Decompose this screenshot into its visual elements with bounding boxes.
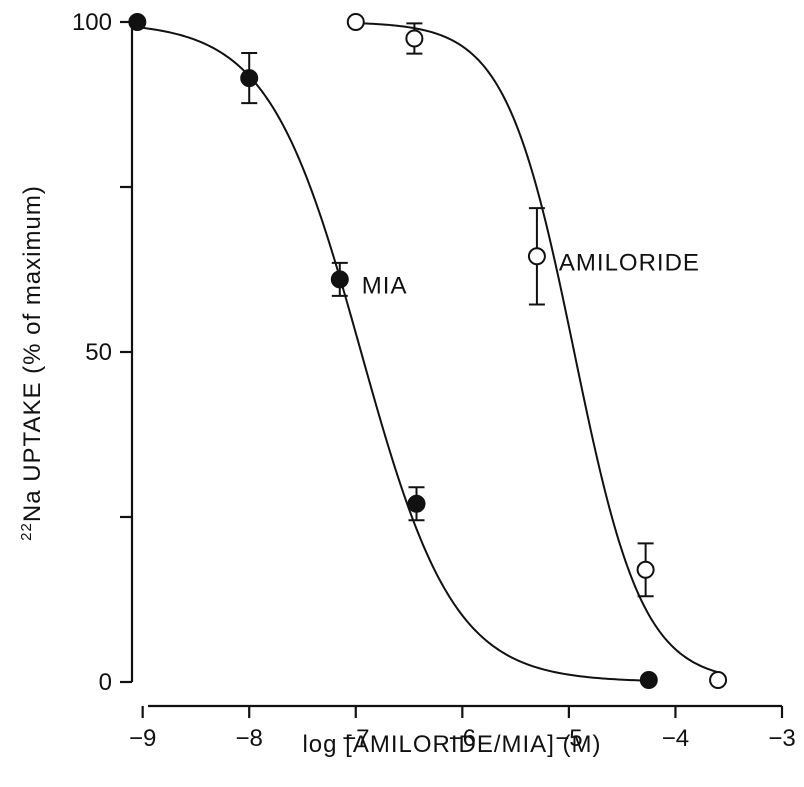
y-tick-label: 0 [99,669,112,696]
x-tick-label: −4 [662,725,689,752]
data-point-mia [128,13,147,31]
x-tick-label: −6 [449,725,476,752]
data-point-mia [407,494,426,513]
data-point-amiloride [636,560,655,579]
data-point-amiloride [709,671,728,690]
y-axis-title: 22Na UPTAKE (% of maximum) [18,185,46,541]
x-tick-label: −5 [555,725,582,752]
series-label-mia: MIA [362,272,408,299]
y-axis-title-main: Na UPTAKE (% of maximum) [19,185,46,522]
data-point-mia [330,270,349,289]
data-point-amiloride [405,29,424,48]
x-tick-label: −9 [129,725,156,752]
x-tick-label: −3 [768,725,795,752]
data-point-mia [240,69,259,88]
data-points [128,13,728,690]
y-tick-label: 100 [72,9,112,36]
fit-curves [137,22,719,682]
data-point-amiloride [527,247,546,266]
axes: 0 50 100 −9 −8 −7 −6 −5 −4 −3 [72,9,796,752]
fit-curve-mia [137,26,649,682]
y-axis-title-superscript: 22 [18,522,35,541]
series-labels: MIA AMILORIDE [362,249,700,299]
x-tick-label: −7 [342,725,369,752]
fit-curve-amiloride [355,22,719,674]
series-label-amiloride: AMILORIDE [559,249,700,276]
data-point-mia [639,671,658,690]
data-point-amiloride [346,13,365,31]
y-tick-label: 50 [85,339,112,366]
x-axis-title: log [AMILORIDE/MIA] (M) [302,731,601,758]
x-tick-label: −8 [236,725,263,752]
